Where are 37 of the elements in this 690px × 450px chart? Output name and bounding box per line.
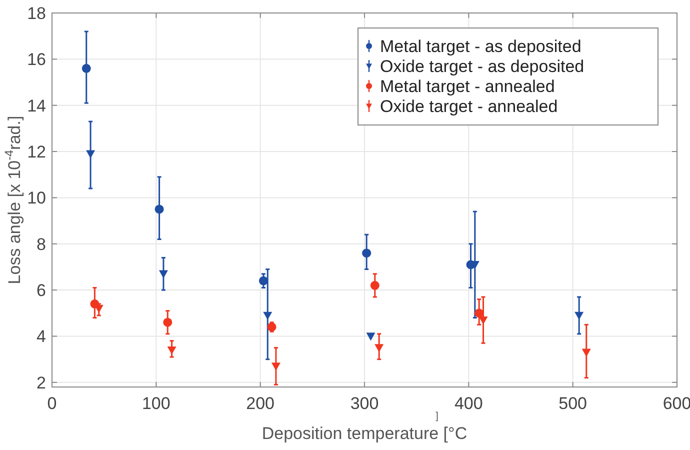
point xyxy=(362,248,372,258)
y-tick-label: 18 xyxy=(27,4,46,23)
point xyxy=(271,362,280,371)
legend-label: Metal target - as deposited xyxy=(380,37,582,56)
y-tick-label: 12 xyxy=(27,142,46,162)
point xyxy=(374,344,384,352)
point xyxy=(86,150,96,158)
point xyxy=(158,270,168,278)
y-tick-label: 4 xyxy=(36,327,46,346)
point xyxy=(154,204,164,214)
x-tick-label: 500 xyxy=(558,394,588,413)
x-tick-label: 0 xyxy=(47,394,57,413)
y-tick-label: 8 xyxy=(36,234,46,254)
text: ] xyxy=(436,411,439,422)
x-axis-title: Deposition temperature [°C xyxy=(262,424,468,443)
point xyxy=(267,322,276,332)
legend-label: Oxide target - as deposited xyxy=(380,57,584,76)
point xyxy=(258,276,268,286)
y-tick-label: 6 xyxy=(36,281,46,300)
point xyxy=(167,346,176,355)
y-tick-label: 16 xyxy=(27,50,46,70)
point xyxy=(370,280,380,290)
x-tick-label: 400 xyxy=(454,394,483,413)
x-tick-label: 200 xyxy=(246,394,275,413)
legend-label: Oxide target - annealed xyxy=(380,97,558,116)
y-tick-label: 2 xyxy=(36,373,46,392)
y-tick-label: 10 xyxy=(27,188,46,208)
point xyxy=(574,312,584,320)
point xyxy=(582,348,591,357)
point xyxy=(366,332,376,341)
legend-label: Metal target - annealed xyxy=(380,77,555,96)
point xyxy=(82,64,91,73)
point xyxy=(163,318,172,327)
y-tick-label: 14 xyxy=(27,96,46,116)
point xyxy=(263,312,272,320)
x-tick-label: 300 xyxy=(350,394,379,413)
x-tick-label: 100 xyxy=(142,394,170,413)
